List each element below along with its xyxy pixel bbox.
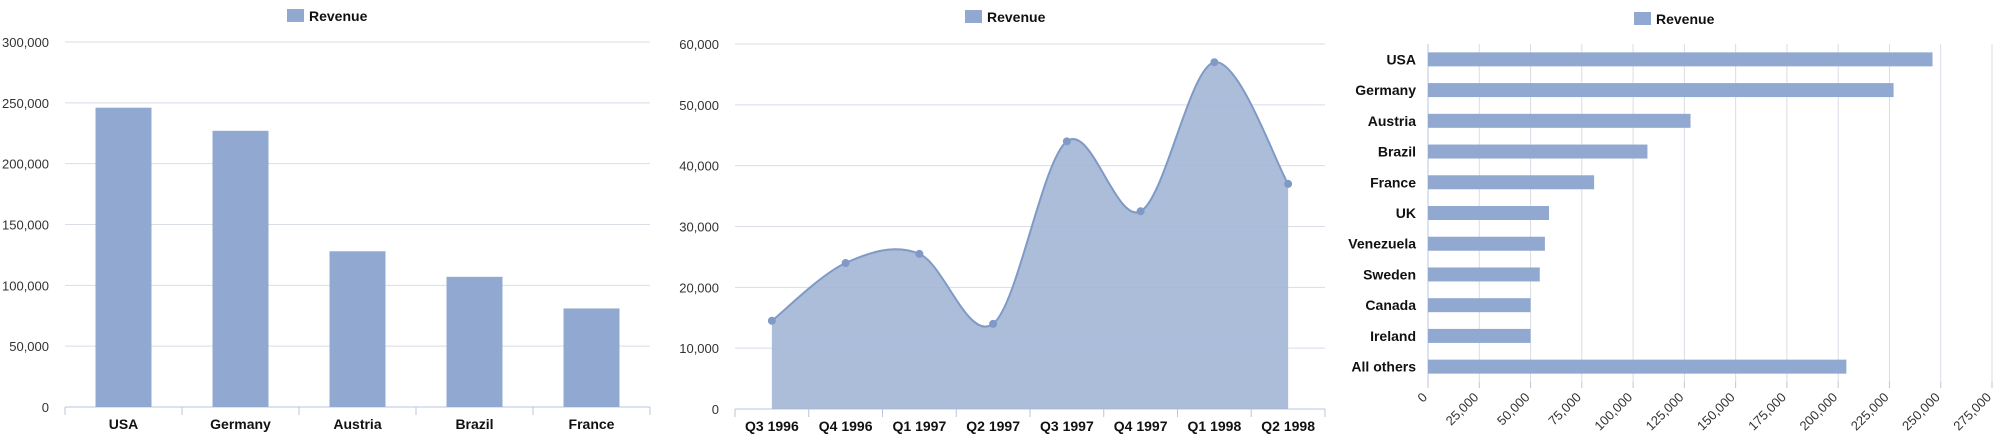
bar (1428, 144, 1648, 159)
y-tick-label: 20,000 (679, 280, 719, 295)
revenue-by-country-bar-chart: Revenue 0 50,000 100,000 150,000 200,000 250,0… (2, 8, 651, 432)
y-tick-label: 40,000 (679, 159, 719, 174)
x-category-label: Q4 1997 (1114, 418, 1168, 434)
y-tick-label: 10,000 (679, 341, 719, 356)
legend-label: Revenue (309, 8, 368, 24)
data-point (989, 319, 998, 328)
bar (1428, 83, 1894, 98)
y-tick-label: 60,000 (679, 37, 719, 52)
y-category-label: USA (1386, 51, 1416, 67)
x-tick-label: 225,000 (1848, 390, 1892, 434)
legend-label: Revenue (987, 9, 1046, 25)
legend-swatch (1634, 12, 1651, 25)
bar (563, 308, 620, 407)
x-tick-label: 50,000 (1494, 390, 1533, 429)
x-category-label: Q4 1996 (819, 418, 873, 434)
x-category-label: France (569, 416, 615, 432)
x-tick-label: 125,000 (1643, 390, 1687, 434)
x-category-label: Q3 1996 (745, 418, 799, 434)
x-tick-label: 150,000 (1694, 390, 1738, 434)
series-line (771, 61, 1289, 328)
x-tick-label: 100,000 (1591, 390, 1635, 434)
bar (1428, 236, 1545, 251)
x-tick-label: 275,000 (1950, 390, 1994, 434)
x-category-label: Q2 1998 (1261, 418, 1315, 434)
data-point (841, 259, 850, 267)
legend-swatch (965, 10, 982, 23)
bar (1428, 298, 1531, 313)
y-tick-label: 30,000 (679, 220, 719, 235)
bar (329, 251, 386, 407)
y-category-label: Ireland (1370, 328, 1416, 344)
y-tick-label: 0 (42, 400, 49, 415)
bar (1428, 267, 1540, 282)
y-tick-label: 100,000 (2, 278, 49, 293)
x-tick-label: 200,000 (1796, 390, 1840, 434)
x-category-label: Q1 1998 (1188, 418, 1242, 434)
x-tick-label: 0 (1414, 390, 1430, 406)
legend-label: Revenue (1656, 11, 1715, 27)
y-tick-label: 50,000 (9, 339, 49, 354)
x-category-label: Austria (333, 416, 381, 432)
x-category-label: Q1 1997 (893, 418, 947, 434)
y-category-label: All others (1351, 359, 1416, 375)
x-tick-label: 75,000 (1545, 390, 1584, 429)
y-tick-label: 250,000 (2, 96, 49, 111)
bar (95, 107, 152, 407)
legend-swatch (287, 9, 304, 22)
bar (1428, 206, 1550, 220)
y-tick-label: 150,000 (2, 218, 49, 233)
revenue-by-country-horizontal-bar-chart: Revenue 0 25,000 50,000 75,000 100,000 125,000… (1348, 11, 1994, 434)
y-tick-label: 0 (712, 402, 719, 417)
bar (1428, 52, 1933, 67)
data-point (915, 249, 924, 258)
y-category-label: Venezuela (1348, 236, 1416, 252)
y-tick-label: 50,000 (679, 98, 719, 113)
bar (1428, 359, 1847, 374)
x-category-label: Brazil (455, 416, 493, 432)
x-tick-label: 175,000 (1745, 390, 1789, 434)
y-tick-label: 300,000 (2, 35, 49, 50)
bar (1428, 328, 1531, 343)
data-point (1210, 58, 1219, 67)
y-category-label: Sweden (1363, 266, 1416, 282)
y-category-label: Austria (1368, 113, 1416, 129)
x-category-label: Q2 1997 (966, 418, 1020, 434)
y-category-label: Canada (1365, 297, 1416, 313)
y-category-label: France (1370, 174, 1416, 190)
data-point (1284, 179, 1293, 188)
bar (1428, 113, 1691, 128)
bar (446, 276, 503, 407)
y-category-label: Germany (1355, 82, 1416, 98)
x-tick-label: 250,000 (1899, 390, 1943, 434)
x-category-label: Q3 1997 (1040, 418, 1094, 434)
revenue-by-quarter-area-chart: Revenue 0 10,000 20,000 30,000 40,000 50,000 60… (679, 9, 1326, 434)
x-tick-label: 25,000 (1443, 390, 1482, 429)
data-point (1136, 207, 1145, 216)
y-tick-label: 200,000 (2, 157, 49, 172)
x-category-label: USA (109, 416, 139, 432)
bar (1428, 175, 1595, 190)
y-category-label: UK (1396, 205, 1416, 221)
data-point (767, 316, 776, 325)
bar (212, 130, 269, 408)
x-category-label: Germany (210, 416, 271, 432)
y-category-label: Brazil (1378, 144, 1416, 160)
data-point (1062, 137, 1071, 146)
